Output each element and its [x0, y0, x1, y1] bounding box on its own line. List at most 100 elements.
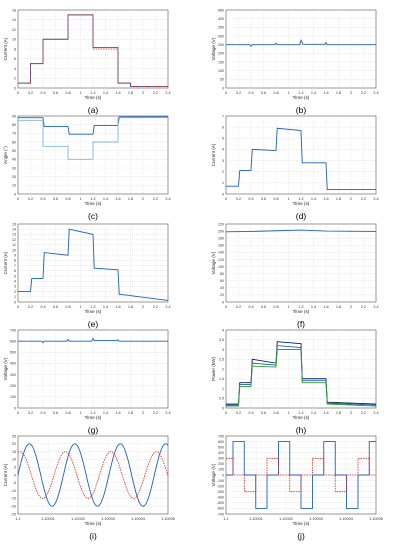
x-tick-label: 0.4 — [248, 197, 253, 201]
y-tick-label: 20 — [220, 293, 224, 297]
chart-g: 0 0.2 0.4 0.6 0.8 1 1.2 1.4 1.6 1.8 2 2.2 2.4 0 100 200… — [3, 328, 171, 435]
x-tick-label: 1.10002 — [71, 517, 85, 521]
x-tick-label: 2.4 — [165, 197, 170, 201]
y-tick-label: 0 — [14, 192, 16, 196]
y-tick-label: 4 — [14, 280, 16, 284]
x-tick-label: 1.1 — [15, 517, 20, 521]
x-axis-label: Time (s) — [293, 415, 310, 420]
x-tick-label: 2 — [350, 305, 352, 309]
y-tick-label: 400 — [218, 451, 224, 455]
y-tick-label: -600 — [217, 507, 224, 511]
x-tick-label: 0.8 — [273, 197, 278, 201]
x-tick-label: 1.6 — [115, 411, 120, 415]
y-tick-label: 20 — [12, 442, 16, 446]
x-tick-label: 0.8 — [273, 411, 278, 415]
x-tick-label: 0 — [225, 197, 227, 201]
x-tick-label: 0.6 — [261, 91, 266, 95]
y-tick-label: 12 — [12, 28, 16, 32]
y-tick-label: 10 — [12, 38, 16, 42]
y-tick-label: 500 — [10, 351, 16, 355]
y-tick-label: 500 — [218, 445, 224, 449]
x-tick-label: 1 — [79, 91, 81, 95]
y-tick-label: 200 — [218, 229, 224, 233]
x-tick-label: 1.6 — [115, 197, 120, 201]
chart-c: 0 0.2 0.4 0.6 0.8 1 1.2 1.4 1.6 1.8 2 2.2 2.4 0 10 20 30… — [3, 114, 171, 221]
y-tick-label: 80 — [12, 123, 16, 127]
y-tick-label: 1.5 — [219, 377, 224, 381]
y-tick-label: 3 — [14, 285, 16, 289]
y-tick-label: -200 — [217, 484, 224, 488]
chart-i: 1.1 1.10001 1.10002 1.10003 1.10004 1.10005 -2… — [3, 434, 175, 541]
x-tick-label: 0.6 — [53, 305, 58, 309]
x-tick-label: 2 — [350, 91, 352, 95]
series-line — [17, 451, 169, 499]
series-line — [18, 117, 168, 160]
x-tick-label: 1.10003 — [101, 517, 115, 521]
x-tick-label: 0 — [17, 197, 19, 201]
y-tick-label: 0.5 — [219, 397, 224, 401]
x-tick-label: 1.6 — [323, 305, 328, 309]
y-tick-label: 0 — [222, 300, 224, 304]
x-tick-label: 0.8 — [65, 305, 70, 309]
y-tick-label: 250 — [218, 43, 224, 47]
series-line — [18, 116, 168, 135]
x-tick-label: 1 — [79, 197, 81, 201]
y-tick-label: 180 — [218, 236, 224, 240]
y-tick-label: 450 — [218, 8, 224, 12]
y-tick-label: 150 — [218, 60, 224, 64]
x-tick-label: 2 — [142, 411, 144, 415]
y-tick-label: 15 — [12, 450, 16, 454]
y-tick-label: 10 — [12, 248, 16, 252]
chart-d: 0 0.2 0.4 0.6 0.8 1 1.2 1.4 1.6 1.8 2 2.2 2.4 0 1 2 3 4 5 6… — [211, 114, 379, 221]
y-tick-label: 8 — [14, 259, 16, 263]
x-tick-label: 1.10001 — [41, 517, 55, 521]
x-tick-label: 0.6 — [53, 91, 58, 95]
y-tick-label: -500 — [217, 501, 224, 505]
y-tick-label: 400 — [10, 362, 16, 366]
x-tick-label: 2 — [142, 91, 144, 95]
x-tick-label: 1.2 — [298, 91, 303, 95]
y-tick-label: 2 — [222, 367, 224, 371]
series-line — [226, 127, 376, 190]
y-tick-label: 2 — [222, 170, 224, 174]
y-tick-label: 300 — [218, 34, 224, 38]
x-tick-label: 1.8 — [336, 91, 341, 95]
y-tick-label: 0 — [14, 406, 16, 410]
y-tick-label: 9 — [14, 254, 16, 258]
y-tick-label: 2.5 — [219, 358, 224, 362]
y-tick-label: 200 — [10, 384, 16, 388]
x-tick-label: 0.4 — [40, 411, 45, 415]
x-tick-label: 1.8 — [336, 305, 341, 309]
x-tick-label: 1.2 — [90, 411, 95, 415]
x-tick-label: 0.8 — [65, 91, 70, 95]
x-tick-label: 2.2 — [153, 411, 158, 415]
y-axis-label: Voltage (V) — [211, 463, 216, 486]
chart-e: 0 0.2 0.4 0.6 0.8 1 1.2 1.4 1.6 1.8 2 2.2 2.40123456… — [3, 222, 171, 329]
x-tick-label: 2.4 — [165, 411, 170, 415]
y-tick-label: 300 — [218, 457, 224, 461]
x-tick-label: 1.2 — [298, 305, 303, 309]
y-axis-label: Current (A) — [211, 143, 216, 166]
panel-caption: (i) — [89, 531, 97, 541]
y-tick-label: 15 — [12, 222, 16, 226]
y-tick-label: 2 — [14, 290, 16, 294]
y-axis-label: Voltage (V) — [3, 357, 8, 380]
y-axis-label: Power (kW) — [211, 357, 216, 381]
x-tick-label: 0.6 — [261, 305, 266, 309]
x-axis-label: Time (s) — [85, 95, 102, 100]
y-tick-label: 0 — [14, 300, 16, 304]
series-line — [17, 443, 169, 507]
x-tick-label: 2 — [350, 197, 352, 201]
y-tick-label: 6 — [14, 57, 16, 61]
x-tick-label: 1.1 — [223, 517, 228, 521]
panel-caption: (f) — [297, 319, 305, 329]
chart-j: 1.1 1.10001 1.10002 1.10003 1.10004 1.10005 -7… — [211, 434, 383, 541]
x-tick-label: 1.4 — [103, 91, 108, 95]
y-tick-label: -700 — [217, 512, 224, 516]
panel-caption: (j) — [297, 531, 305, 541]
x-tick-label: 0 — [17, 91, 19, 95]
y-tick-label: 4 — [222, 148, 224, 152]
panel-caption: (e) — [88, 319, 99, 329]
x-tick-label: 2.2 — [361, 411, 366, 415]
x-tick-label: 1 — [287, 91, 289, 95]
